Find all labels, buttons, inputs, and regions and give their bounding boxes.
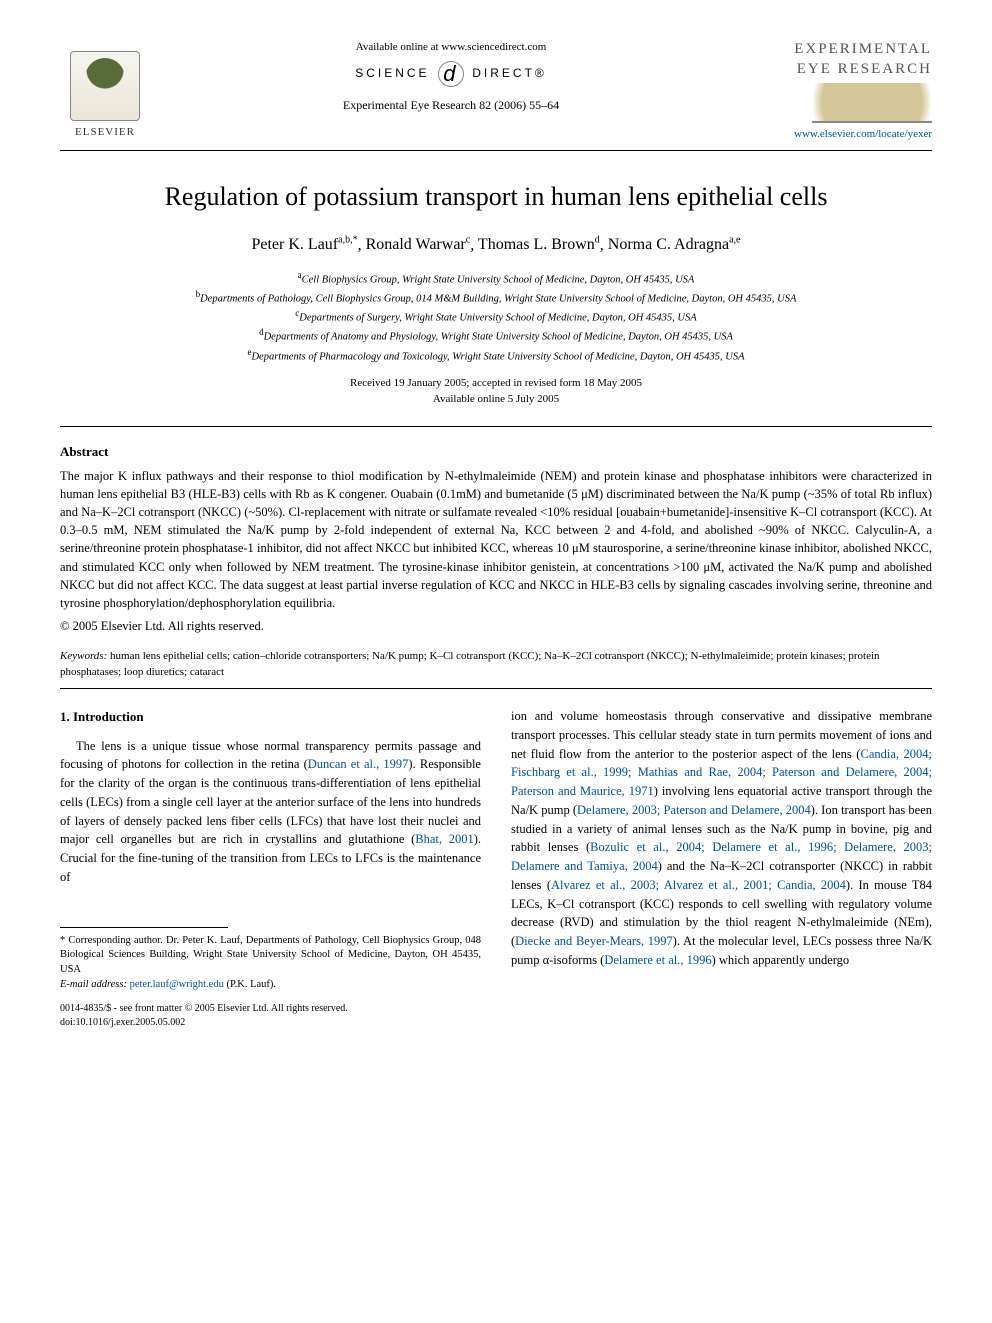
- corresponding-author-footnote: * Corresponding author. Dr. Peter K. Lau…: [60, 934, 481, 993]
- author-0-name: Peter K. Lauf: [251, 236, 338, 253]
- abstract-text: The major K influx pathways and their re…: [60, 467, 932, 612]
- aff-a-text: Cell Biophysics Group, Wright State Univ…: [302, 274, 695, 285]
- keywords-block: Keywords: human lens epithelial cells; c…: [60, 649, 932, 680]
- keywords-text: human lens epithelial cells; cation–chlo…: [60, 650, 880, 677]
- author-2: Thomas L. Brownd: [478, 236, 600, 253]
- dates-block: Received 19 January 2005; accepted in re…: [60, 375, 932, 408]
- ref-delamere-1996[interactable]: Delamere et al., 1996: [604, 953, 711, 967]
- author-2-sup: d: [595, 235, 600, 246]
- abstract-heading: Abstract: [60, 443, 932, 461]
- aff-e-text: Departments of Pharmacology and Toxicolo…: [251, 351, 744, 362]
- intro-para-right: ion and volume homeostasis through conse…: [511, 707, 932, 970]
- elsevier-label: ELSEVIER: [75, 125, 135, 140]
- author-2-name: Thomas L. Brown: [478, 236, 595, 253]
- author-0-sup: a,b,*: [338, 235, 357, 246]
- abstract-rule-top: [60, 426, 932, 427]
- keywords-rule-bottom: [60, 688, 932, 689]
- ref-bhat-2001[interactable]: Bhat, 2001: [415, 832, 473, 846]
- aff-b-text: Departments of Pathology, Cell Biophysic…: [200, 293, 796, 304]
- ref-diecke-1997[interactable]: Diecke and Beyer-Mears, 1997: [515, 934, 673, 948]
- affiliation-d: dDepartments of Anatomy and Physiology, …: [60, 326, 932, 345]
- journal-brand-block: EXPERIMENTAL EYE RESEARCH www.elsevier.c…: [752, 40, 932, 142]
- doi-line: doi:10.1016/j.exer.2005.05.002: [60, 1016, 481, 1030]
- at-icon: d: [438, 61, 464, 87]
- footnote-separator: [60, 927, 228, 928]
- article-title: Regulation of potassium transport in hum…: [60, 179, 932, 215]
- brand-line2: EYE RESEARCH: [752, 60, 932, 80]
- center-header: Available online at www.sciencedirect.co…: [150, 40, 752, 114]
- dates-line1: Received 19 January 2005; accepted in re…: [60, 375, 932, 392]
- column-right: ion and volume homeostasis through conse…: [511, 707, 932, 1029]
- aff-c-text: Departments of Surgery, Wright State Uni…: [299, 313, 696, 324]
- brand-line1: EXPERIMENTAL: [752, 40, 932, 60]
- email-label: E-mail address:: [60, 979, 127, 990]
- ref-duncan-1997[interactable]: Duncan et al., 1997: [308, 757, 409, 771]
- ref-alvarez-group[interactable]: Alvarez et al., 2003; Alvarez et al., 20…: [551, 878, 846, 892]
- email-suffix: (P.K. Lauf).: [226, 979, 276, 990]
- column-left: 1. Introduction The lens is a unique tis…: [60, 707, 481, 1029]
- keywords-label: Keywords:: [60, 650, 107, 662]
- header-row: ELSEVIER Available online at www.science…: [60, 40, 932, 142]
- elsevier-tree-icon: [70, 51, 140, 121]
- author-0: Peter K. Laufa,b,*: [251, 236, 357, 253]
- author-3-name: Norma C. Adragna: [608, 236, 729, 253]
- ref-delamere-group-1[interactable]: Delamere, 2003; Paterson and Delamere, 2…: [577, 803, 811, 817]
- abstract-copyright: © 2005 Elsevier Ltd. All rights reserved…: [60, 618, 932, 636]
- page-container: ELSEVIER Available online at www.science…: [0, 0, 992, 1069]
- introduction-heading: 1. Introduction: [60, 707, 481, 727]
- affiliation-a: aCell Biophysics Group, Wright State Uni…: [60, 269, 932, 288]
- author-3-sup: a,e: [729, 235, 740, 246]
- email-link[interactable]: peter.lauf@wright.edu: [130, 979, 224, 990]
- intro-c2-post: ) which apparently undergo: [712, 953, 850, 967]
- sd-right: DIRECT®: [472, 67, 547, 81]
- brand-image-icon: [812, 83, 932, 123]
- body-columns: 1. Introduction The lens is a unique tis…: [60, 707, 932, 1029]
- journal-url-link[interactable]: www.elsevier.com/locate/yexer: [752, 127, 932, 142]
- aff-d-text: Departments of Anatomy and Physiology, W…: [264, 332, 733, 343]
- affiliation-e: eDepartments of Pharmacology and Toxicol…: [60, 346, 932, 365]
- copyright-footer: 0014-4835/$ - see front matter © 2005 El…: [60, 1002, 481, 1029]
- email-line: E-mail address: peter.lauf@wright.edu (P…: [60, 978, 481, 993]
- intro-para-left: The lens is a unique tissue whose normal…: [60, 737, 481, 887]
- affiliations-block: aCell Biophysics Group, Wright State Uni…: [60, 269, 932, 365]
- author-1-sup: c: [466, 235, 470, 246]
- corresponding-text: * Corresponding author. Dr. Peter K. Lau…: [60, 934, 481, 978]
- elsevier-logo: ELSEVIER: [60, 40, 150, 140]
- journal-reference: Experimental Eye Research 82 (2006) 55–6…: [170, 97, 732, 114]
- author-3: Norma C. Adragnaa,e: [608, 236, 741, 253]
- authors-line: Peter K. Laufa,b,*, Ronald Warwarc, Thom…: [60, 234, 932, 257]
- sd-left: SCIENCE: [355, 67, 429, 81]
- author-1-name: Ronald Warwar: [366, 236, 466, 253]
- affiliation-c: cDepartments of Surgery, Wright State Un…: [60, 307, 932, 326]
- affiliation-b: bDepartments of Pathology, Cell Biophysi…: [60, 288, 932, 307]
- author-1: Ronald Warwarc: [366, 236, 471, 253]
- issn-line: 0014-4835/$ - see front matter © 2005 El…: [60, 1002, 481, 1016]
- sciencedirect-logo: SCIENCE d DIRECT®: [170, 61, 732, 87]
- available-online-text: Available online at www.sciencedirect.co…: [170, 40, 732, 55]
- dates-line2: Available online 5 July 2005: [60, 391, 932, 408]
- header-rule-top: [60, 150, 932, 151]
